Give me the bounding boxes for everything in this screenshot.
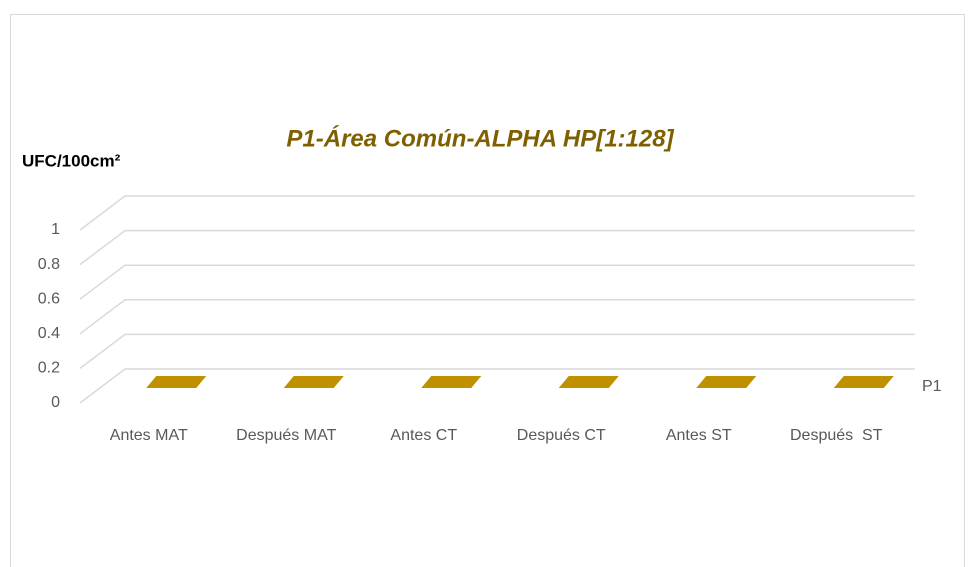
bar <box>283 376 344 388</box>
bar <box>421 376 482 388</box>
bar <box>833 376 894 388</box>
y-axis-label: UFC/100cm² <box>22 151 121 170</box>
y-tick-label: 0.2 <box>38 360 60 377</box>
y-tick-label: 0.8 <box>38 256 60 273</box>
chart-border <box>10 14 965 567</box>
chart-title: P1-Área Común-ALPHA HP[1:128] <box>286 124 674 152</box>
y-tick-label: 0.6 <box>38 290 60 307</box>
x-tick-label: Antes ST <box>665 427 732 444</box>
y-tick-label: 0 <box>51 394 60 411</box>
x-tick-label: Después ST <box>790 427 883 444</box>
bar <box>696 376 757 388</box>
grid-line <box>79 264 915 300</box>
grid-line <box>79 195 915 231</box>
grid-line <box>79 299 915 335</box>
x-tick-label: Después MAT <box>236 427 337 444</box>
grid-line <box>79 229 915 266</box>
x-tick-label: Después CT <box>516 427 606 444</box>
x-tick-label: Antes MAT <box>109 427 188 444</box>
x-tick-label: Antes CT <box>390 427 458 444</box>
grid-line <box>79 368 915 404</box>
y-tick-label: 0.4 <box>38 325 60 342</box>
grid-line <box>79 333 915 369</box>
bar <box>558 376 619 388</box>
series-label: P1 <box>922 378 942 395</box>
bar <box>146 376 207 388</box>
y-tick-label: 1 <box>51 221 60 238</box>
